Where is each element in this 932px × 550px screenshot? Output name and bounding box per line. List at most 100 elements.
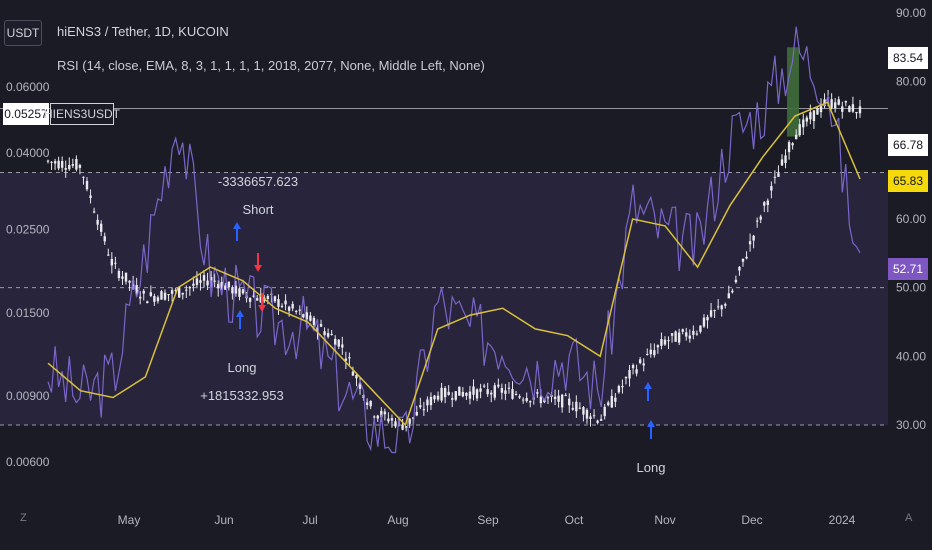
time-axis-tick-7: Dec	[741, 513, 762, 527]
candle-body-90	[365, 402, 369, 406]
candle-body-191	[724, 304, 727, 306]
candle-body-43	[199, 280, 202, 283]
candle-body-3	[57, 160, 60, 169]
candle-body-168	[642, 363, 645, 366]
candle-body-4	[60, 161, 64, 168]
candle-body-128	[500, 388, 504, 393]
candle-body-70	[295, 310, 298, 312]
candle-body-203	[766, 200, 770, 206]
candle-body-23	[128, 280, 131, 283]
candle-body-146	[564, 395, 567, 397]
short-value: -3336657.623	[218, 174, 298, 189]
candle-body-193	[731, 290, 734, 293]
rsi-axis-tick-0: 90.00	[896, 6, 926, 20]
candle-body-77	[319, 324, 323, 327]
candle-body-152	[585, 409, 589, 419]
price-axis-tick-1: 0.04000	[6, 146, 50, 160]
candle-body-93	[376, 415, 379, 419]
candle-body-227	[851, 104, 855, 112]
auto-scale-button[interactable]: A	[905, 512, 913, 524]
candle-body-64	[273, 296, 277, 302]
time-axis-tick-8: 2024	[829, 513, 856, 527]
candle-body-126	[493, 385, 496, 398]
candle-body-179	[681, 329, 684, 332]
price-axis-tick-2: 0.02500	[6, 223, 50, 237]
candle-body-143	[553, 396, 557, 400]
candle-body-28	[146, 301, 149, 304]
candle-body-0	[46, 160, 50, 162]
candle-body-22	[124, 272, 128, 282]
candle-body-5	[64, 168, 67, 170]
candle-body-52	[231, 287, 234, 294]
candle-body-55	[241, 289, 245, 294]
candle-body-150	[578, 407, 582, 409]
candle-body-169	[646, 353, 649, 355]
candle-body-100	[401, 425, 404, 430]
candle-body-216	[812, 110, 816, 122]
long-arrow-2b	[644, 382, 652, 401]
candle-body-212	[798, 124, 801, 136]
candle-body-102	[408, 418, 411, 424]
candle-body-103	[412, 417, 415, 419]
long-arrow-2	[647, 420, 655, 439]
candle-body-149	[575, 401, 578, 412]
rsi-last-tag: 52.71	[888, 258, 928, 280]
candle-body-119	[468, 391, 472, 399]
candle-body-42	[195, 278, 199, 285]
price-axis-tick-5: 0.00600	[6, 455, 50, 469]
candle-body-209	[787, 142, 791, 153]
short-arrow	[254, 253, 262, 272]
candle-body-163	[624, 376, 628, 379]
candle-body-145	[560, 394, 564, 408]
candle-body-124	[486, 389, 489, 395]
candle-body-65	[277, 299, 280, 307]
candle-body-17	[107, 254, 110, 256]
candle-body-66	[280, 305, 284, 307]
time-axis-tick-4: Sep	[477, 513, 499, 527]
candle-body-173	[660, 339, 663, 346]
candle-body-73	[305, 312, 309, 320]
rsi-axis-tick-5: 40.00	[896, 349, 926, 363]
candle-body-189	[716, 306, 720, 308]
candle-body-130	[507, 387, 511, 389]
timezone-button[interactable]: Z	[20, 512, 27, 524]
candle-body-92	[373, 416, 376, 418]
candle-body-135	[525, 398, 528, 402]
candle-body-69	[291, 303, 294, 309]
candle-body-219	[823, 99, 826, 107]
candle-body-29	[149, 292, 153, 296]
candle-body-112	[443, 388, 447, 398]
candle-body-170	[649, 349, 652, 355]
candle-body-138	[536, 392, 539, 394]
candle-body-114	[451, 398, 454, 400]
candle-body-33	[163, 292, 167, 300]
candle-body-106	[422, 409, 426, 411]
currency-button[interactable]: USDT	[4, 20, 42, 46]
candle-body-31	[156, 297, 160, 302]
candle-body-177	[674, 331, 677, 342]
candle-body-194	[734, 279, 738, 283]
candle-body-162	[621, 385, 624, 388]
candle-body-157	[603, 406, 606, 417]
candle-body-224	[841, 106, 844, 112]
indicator-legend[interactable]: RSI (14, close, EMA, 8, 3, 1, 1, 1, 1, 2…	[57, 58, 485, 73]
candle-body-208	[784, 155, 787, 164]
candle-body-222	[833, 102, 837, 108]
time-axis-tick-5: Oct	[565, 513, 584, 527]
candle-body-16	[103, 236, 106, 242]
candle-body-12	[89, 195, 92, 199]
candle-body-202	[763, 202, 766, 206]
candle-body-84	[344, 358, 348, 361]
candle-body-190	[720, 305, 723, 310]
candle-body-131	[511, 389, 514, 399]
candle-body-155	[596, 420, 599, 423]
candle-body-153	[589, 416, 592, 420]
rsi-axis-tick-4: 50.00	[896, 281, 926, 295]
candle-body-98	[394, 421, 397, 427]
candle-body-96	[387, 418, 390, 422]
rsi-ema-line	[47, 101, 861, 427]
candle-body-134	[521, 399, 525, 401]
candle-body-9	[78, 165, 82, 168]
last-price-tag: 0.05257	[3, 103, 49, 125]
